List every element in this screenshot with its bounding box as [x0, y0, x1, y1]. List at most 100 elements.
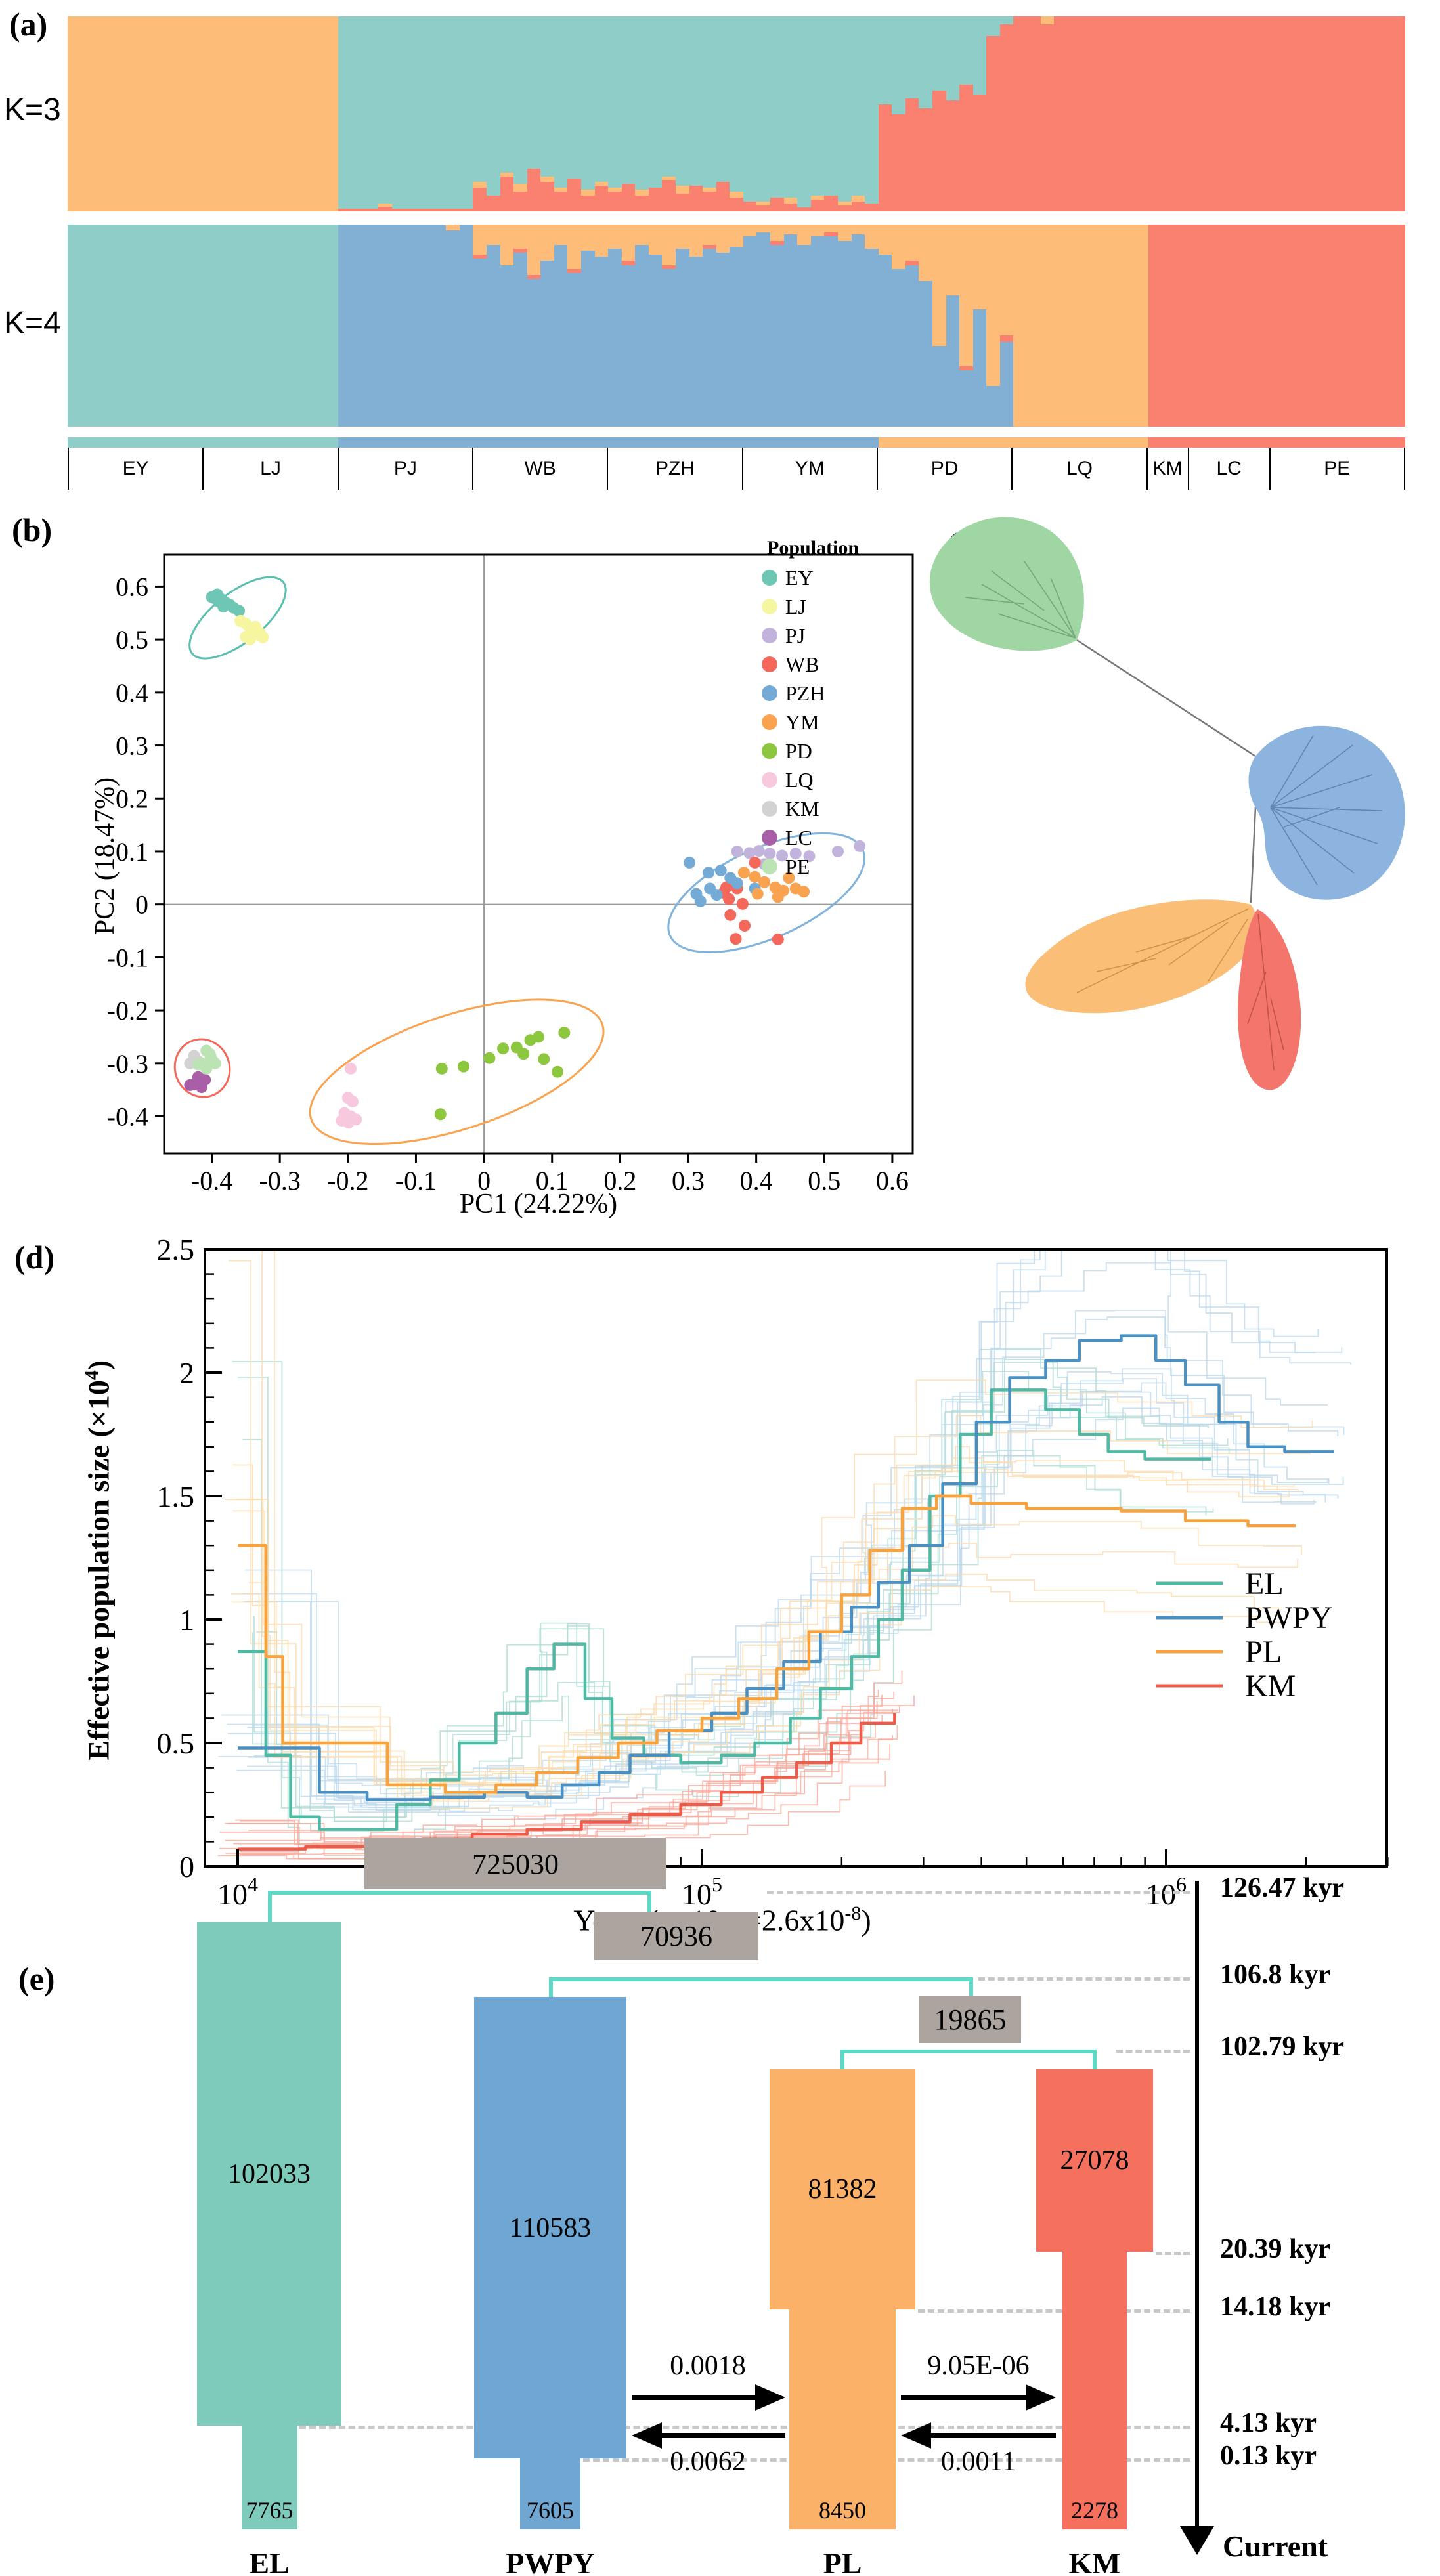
ancestry-segment [567, 16, 581, 179]
ancestry-segment [473, 16, 487, 182]
ancestry-segment [972, 94, 987, 211]
ancestry-segment [837, 225, 852, 241]
ancestry-segment [594, 257, 609, 427]
ancestry-segment [405, 225, 420, 427]
ancestry-segment [1067, 225, 1081, 427]
population-label-wb: WB [471, 448, 607, 490]
admixture-bar [162, 225, 176, 427]
admixture-bar [716, 225, 730, 427]
pca-point-ym [737, 867, 750, 879]
admixture-bar [378, 225, 392, 427]
ancestry-segment [284, 225, 297, 427]
ancestry-segment [95, 225, 108, 427]
admixture-bar [770, 225, 784, 427]
x-tick-label: 0.1 [536, 1166, 569, 1195]
ancestry-segment [999, 341, 1014, 427]
ancestry-segment [621, 265, 636, 427]
admixture-bar [513, 16, 527, 211]
pca-point-pj [731, 845, 743, 857]
ancestry-segment [662, 180, 676, 211]
pca-point-pzh [690, 888, 703, 900]
admixture-bar [1284, 225, 1298, 427]
cluster-green [929, 517, 1084, 651]
ancestry-segment [311, 225, 324, 427]
admixture-bar [1162, 225, 1176, 427]
ancestry-segment [648, 16, 663, 188]
admixture-bar [297, 225, 311, 427]
pop-bar-km-ancient: 27078 [1036, 2069, 1153, 2252]
admixture-bar [1027, 16, 1041, 211]
migration-arrowhead [755, 2384, 785, 2411]
tree-branches [1270, 735, 1383, 886]
ancestry-segment [892, 114, 905, 211]
legend-label: LJ [785, 594, 806, 618]
ancestry-segment [865, 16, 879, 204]
ancestry-segment [756, 232, 771, 427]
pca-point-pzh [731, 877, 743, 890]
migration-rate-left: 0.0011 [941, 2447, 1016, 2477]
y-tick-label: 0.5 [157, 1727, 195, 1760]
ancestry-segment [824, 196, 838, 211]
pop-bar-el-ancient: 102033 [197, 1922, 341, 2426]
ancestry-segment [676, 225, 689, 249]
admixture-bar [1243, 225, 1257, 427]
ancestry-segment [216, 225, 230, 427]
ancestry-segment [716, 182, 730, 211]
population-label-bar: EY LJ PJ WB PZH YM PD LQ KM LC PE [68, 448, 1405, 490]
admixture-bar [486, 225, 500, 427]
ancestry-segment [351, 16, 365, 209]
pop-label-pwpy: PWPY [506, 2546, 595, 2576]
admixture-bar [972, 225, 987, 427]
admixture-bar [756, 225, 771, 427]
psmc-bootstrap-pwpy [218, 1368, 1328, 1820]
ancestry-segment [1094, 225, 1108, 427]
legend-item-km: KM [762, 794, 825, 823]
ancestry-segment [257, 16, 271, 211]
ancestry-segment [1216, 225, 1230, 427]
ancestry-segment [1364, 16, 1379, 211]
ancestry-segment [1189, 225, 1203, 427]
ancestry-segment [1297, 225, 1311, 427]
admixture-bar [459, 225, 473, 427]
ancestry-segment [243, 225, 257, 427]
ancestry-segment [783, 16, 798, 198]
population-label-pe: PE [1269, 448, 1405, 490]
admixture-bar [540, 16, 554, 211]
admixture-bar [284, 225, 297, 427]
ancestry-segment [810, 225, 825, 237]
panel-e-tag: (e) [18, 1960, 55, 1997]
ancestry-segment [513, 184, 527, 192]
admixture-bar [500, 225, 514, 427]
y-tick-label: 0.6 [116, 572, 148, 601]
pca-point-ym [798, 886, 810, 898]
y-tick-label: 1.5 [157, 1480, 195, 1513]
ancestry-segment [513, 253, 527, 427]
group-color-segment [68, 437, 338, 448]
tree-branches [965, 561, 1076, 639]
legend-dot [762, 830, 777, 846]
cluster-ellipse [173, 1038, 231, 1098]
ancestry-segment [959, 366, 973, 370]
admixture-bar [1378, 16, 1392, 211]
ancestry-segment [513, 192, 527, 211]
tree-branches [1076, 908, 1250, 993]
admixture-bar [703, 225, 716, 427]
admixture-bar [1040, 225, 1055, 427]
ancestry-segment [635, 196, 649, 211]
pop-bar-pwpy-recent: 7605 [520, 2458, 580, 2529]
admixture-bar [919, 225, 932, 427]
ancestry-segment [1311, 225, 1324, 427]
admixture-bar [1122, 225, 1135, 427]
ancestry-segment [730, 246, 743, 427]
ancestry-segment [716, 225, 730, 253]
ancestry-segment [797, 16, 811, 208]
y-tick-label: -0.1 [107, 943, 148, 972]
admixture-bar [999, 16, 1014, 211]
pop-bar-pl-recent: 8450 [789, 2309, 896, 2529]
y-tick-label: -0.4 [107, 1102, 148, 1132]
pca-point-ym [749, 870, 761, 883]
admixture-bar [892, 225, 905, 427]
y-tick-label: 2.5 [157, 1233, 195, 1266]
pca-x-axis-label: PC1 (24.22%) [459, 1189, 618, 1219]
